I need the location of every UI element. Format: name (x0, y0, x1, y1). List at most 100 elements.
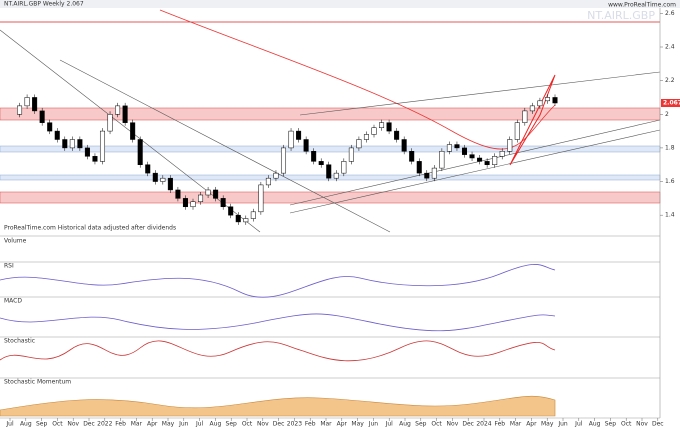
candle (514, 122, 520, 140)
candle (175, 189, 181, 199)
candle (431, 167, 437, 179)
x-tick-label: Feb (494, 421, 505, 428)
x-tick-label: Feb (115, 421, 126, 428)
candle (296, 130, 302, 140)
x-tick-label: Nov (257, 421, 269, 428)
candle (258, 184, 264, 213)
x-tick-label: Jul (5, 421, 14, 428)
candle (522, 110, 528, 123)
candle (461, 147, 468, 155)
candle (17, 105, 23, 115)
x-tick-label: Dec (273, 421, 285, 428)
candle (205, 189, 211, 196)
trend-line (59, 59, 391, 233)
x-tick-label: Mar (320, 421, 332, 428)
x-tick-label: Feb (305, 421, 316, 428)
candle (92, 156, 98, 162)
candle (401, 139, 407, 152)
candle (115, 105, 121, 115)
candle (454, 144, 460, 149)
x-tick-label: Apr (337, 421, 348, 428)
y-tick-label: 1.4 (665, 212, 675, 219)
y-tick-label: 1.6 (665, 178, 675, 185)
data-note: ProRealTime.com Historical data adjusted… (4, 225, 176, 232)
support-zone (0, 191, 661, 204)
candle (24, 97, 30, 107)
x-tick-label: Jun (368, 421, 379, 428)
candle (484, 161, 490, 165)
candle (371, 127, 377, 135)
pane-label: Stochastic Momentum (4, 379, 71, 386)
y-tick-label: 1.8 (665, 144, 675, 151)
candle (47, 122, 53, 132)
chart-title: NT.AIRL.GBP Weekly 2.067 (4, 1, 84, 8)
x-tick-label: Jun (178, 421, 189, 428)
y-tick-label: 2 (665, 111, 669, 118)
last-price-box (661, 99, 680, 108)
candle (160, 177, 166, 182)
candle (552, 97, 558, 104)
rsi-line (0, 264, 556, 298)
candle (122, 105, 128, 123)
candle (273, 172, 279, 179)
pane-label: Volume (4, 238, 27, 245)
x-tick-label: Sep (36, 421, 48, 428)
x-tick-label: 2024 (476, 421, 491, 428)
candle (69, 139, 75, 149)
candle (198, 194, 204, 202)
x-tick-label: May (351, 421, 364, 428)
candle (152, 172, 158, 182)
candle (537, 100, 543, 107)
x-tick-label: Sep (415, 421, 427, 428)
x-tick-label: Mar (510, 421, 522, 428)
candle (190, 201, 196, 208)
x-tick-label: Aug (589, 421, 601, 428)
candle (220, 198, 226, 208)
candle (386, 122, 392, 132)
candle (137, 139, 143, 165)
x-tick-label: Nov (636, 421, 648, 428)
candle (228, 206, 234, 216)
candle (62, 139, 68, 149)
candle (107, 114, 113, 132)
x-tick-label: May (162, 421, 175, 428)
candle (469, 154, 475, 159)
candle (288, 130, 294, 149)
candle (32, 97, 38, 112)
candle (348, 147, 354, 162)
candle (394, 130, 400, 140)
candle (333, 172, 339, 179)
y-tick-label: 2.6 (665, 10, 675, 17)
y-tick-label: 2.2 (665, 77, 675, 84)
candle (130, 122, 136, 140)
x-tick-label: Nov (67, 421, 79, 428)
x-tick-label: Nov (447, 421, 459, 428)
candle (318, 161, 324, 165)
candle (499, 151, 505, 157)
candle (341, 161, 347, 174)
x-tick-label: Apr (147, 421, 158, 428)
pane-label: MACD (4, 298, 22, 305)
candle (39, 110, 45, 123)
candle (77, 139, 83, 149)
x-tick-label: Jul (574, 421, 583, 428)
x-tick-label: May (541, 421, 554, 428)
candle (379, 122, 385, 128)
candle (167, 177, 173, 191)
x-tick-label: Apr (526, 421, 537, 428)
x-tick-label: 2022 (97, 421, 112, 428)
x-tick-label: 2023 (287, 421, 302, 428)
candle (492, 156, 498, 165)
x-tick-label: Jul (195, 421, 204, 428)
candle (213, 189, 219, 199)
candle (326, 164, 332, 179)
candle (446, 144, 452, 152)
x-tick-label: Oct (242, 421, 253, 428)
candle (84, 147, 90, 157)
momentum-area (0, 395, 556, 417)
x-tick-label: Mar (131, 421, 143, 428)
last-price: 2.067 (663, 100, 680, 107)
candle (439, 151, 445, 169)
candle (280, 147, 287, 174)
